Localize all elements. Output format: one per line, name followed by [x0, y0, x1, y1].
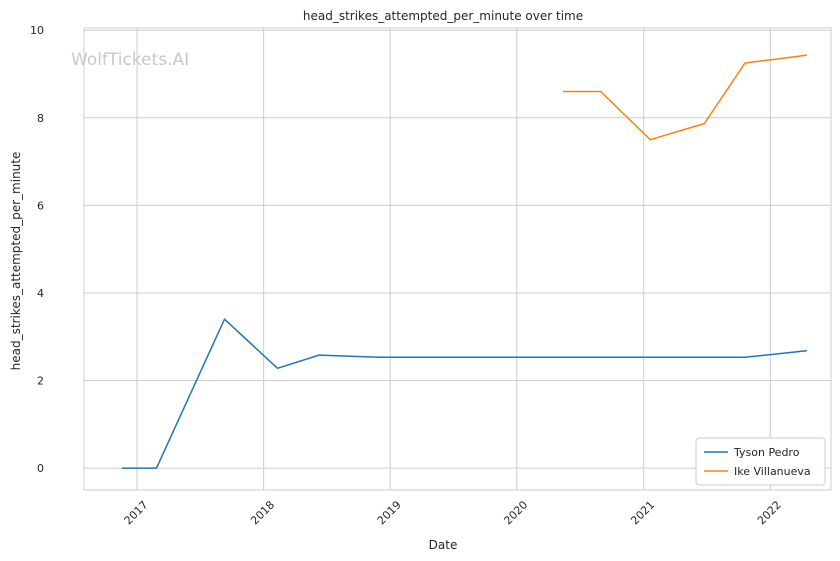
series-line-tyson-pedro [121, 318, 808, 469]
data-point-ike-villanueva [650, 139, 652, 141]
data-point-tyson-pedro [318, 354, 320, 356]
y-tick-label: 4 [37, 287, 44, 300]
data-point-ike-villanueva [600, 91, 602, 93]
y-tick-label: 8 [37, 112, 44, 125]
chart-title: head_strikes_attempted_per_minute over t… [303, 9, 583, 23]
y-tick-label: 10 [30, 24, 44, 37]
legend: Tyson Pedro Ike Villanueva [695, 437, 826, 486]
data-point-tyson-pedro [379, 357, 381, 359]
legend-box [695, 437, 826, 486]
data-point-tyson-pedro [224, 318, 226, 320]
data-point-tyson-pedro [156, 467, 158, 469]
y-axis-title: head_strikes_attempted_per_minute [9, 152, 23, 371]
data-point-tyson-pedro [806, 350, 808, 352]
data-point-tyson-pedro [744, 357, 746, 359]
series-line-ike-villanueva [562, 54, 808, 141]
data-point-tyson-pedro [548, 357, 550, 359]
data-point-ike-villanueva [806, 54, 808, 56]
data-point-tyson-pedro [122, 467, 124, 469]
x-axis-title: Date [429, 538, 458, 552]
data-point-ike-villanueva [744, 62, 746, 64]
plot-frame [83, 27, 832, 491]
series-lines [121, 54, 808, 469]
y-tick-label: 2 [37, 375, 44, 388]
legend-label-tyson-pedro: Tyson Pedro [733, 446, 800, 459]
legend-label-ike-villanueva: Ike Villanueva [734, 465, 811, 478]
watermark: WolfTickets.AI [71, 50, 189, 70]
y-tick-labels: 0 2 4 6 8 10 [30, 24, 44, 475]
y-tick-label: 0 [37, 462, 44, 475]
y-tick-label: 6 [37, 199, 44, 212]
data-point-ike-villanueva [563, 91, 565, 93]
data-point-ike-villanueva [704, 123, 706, 125]
data-point-tyson-pedro [277, 367, 279, 369]
